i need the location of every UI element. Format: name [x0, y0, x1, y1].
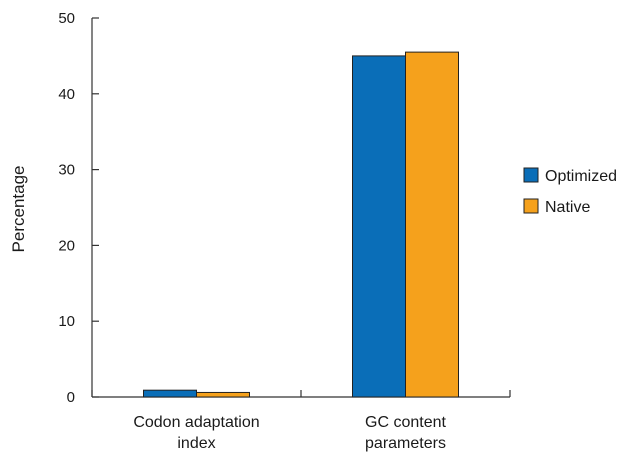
legend-label-native: Native — [545, 199, 590, 216]
y-tick-label: 30 — [58, 162, 75, 179]
y-tick-label: 0 — [67, 389, 75, 406]
y-axis-title: Percentage — [9, 166, 28, 253]
x-category-label: parameters — [365, 435, 446, 452]
x-category-label: GC content — [365, 414, 446, 431]
y-tick-label: 10 — [58, 313, 75, 330]
legend-label-optimized: Optimized — [545, 168, 617, 185]
bar-optimized-0 — [143, 389, 197, 398]
legend: Optimized Native — [523, 167, 617, 216]
legend-swatch-native — [523, 198, 539, 214]
y-tick-label: 40 — [58, 86, 75, 103]
x-axis: Codon adaptation index GC content parameter… — [91, 390, 511, 452]
x-category-label: index — [177, 435, 215, 452]
y-tick-label: 50 — [58, 10, 75, 27]
legend-swatch-optimized — [523, 167, 539, 183]
bars — [143, 51, 459, 398]
bar-native-0 — [196, 391, 250, 398]
y-tick-label: 20 — [58, 237, 75, 254]
bar-native-1 — [405, 51, 459, 398]
y-axis: 0 10 20 30 40 50 — [58, 10, 99, 406]
x-category-label: Codon adaptation — [133, 414, 259, 431]
bar-optimized-1 — [352, 55, 406, 398]
